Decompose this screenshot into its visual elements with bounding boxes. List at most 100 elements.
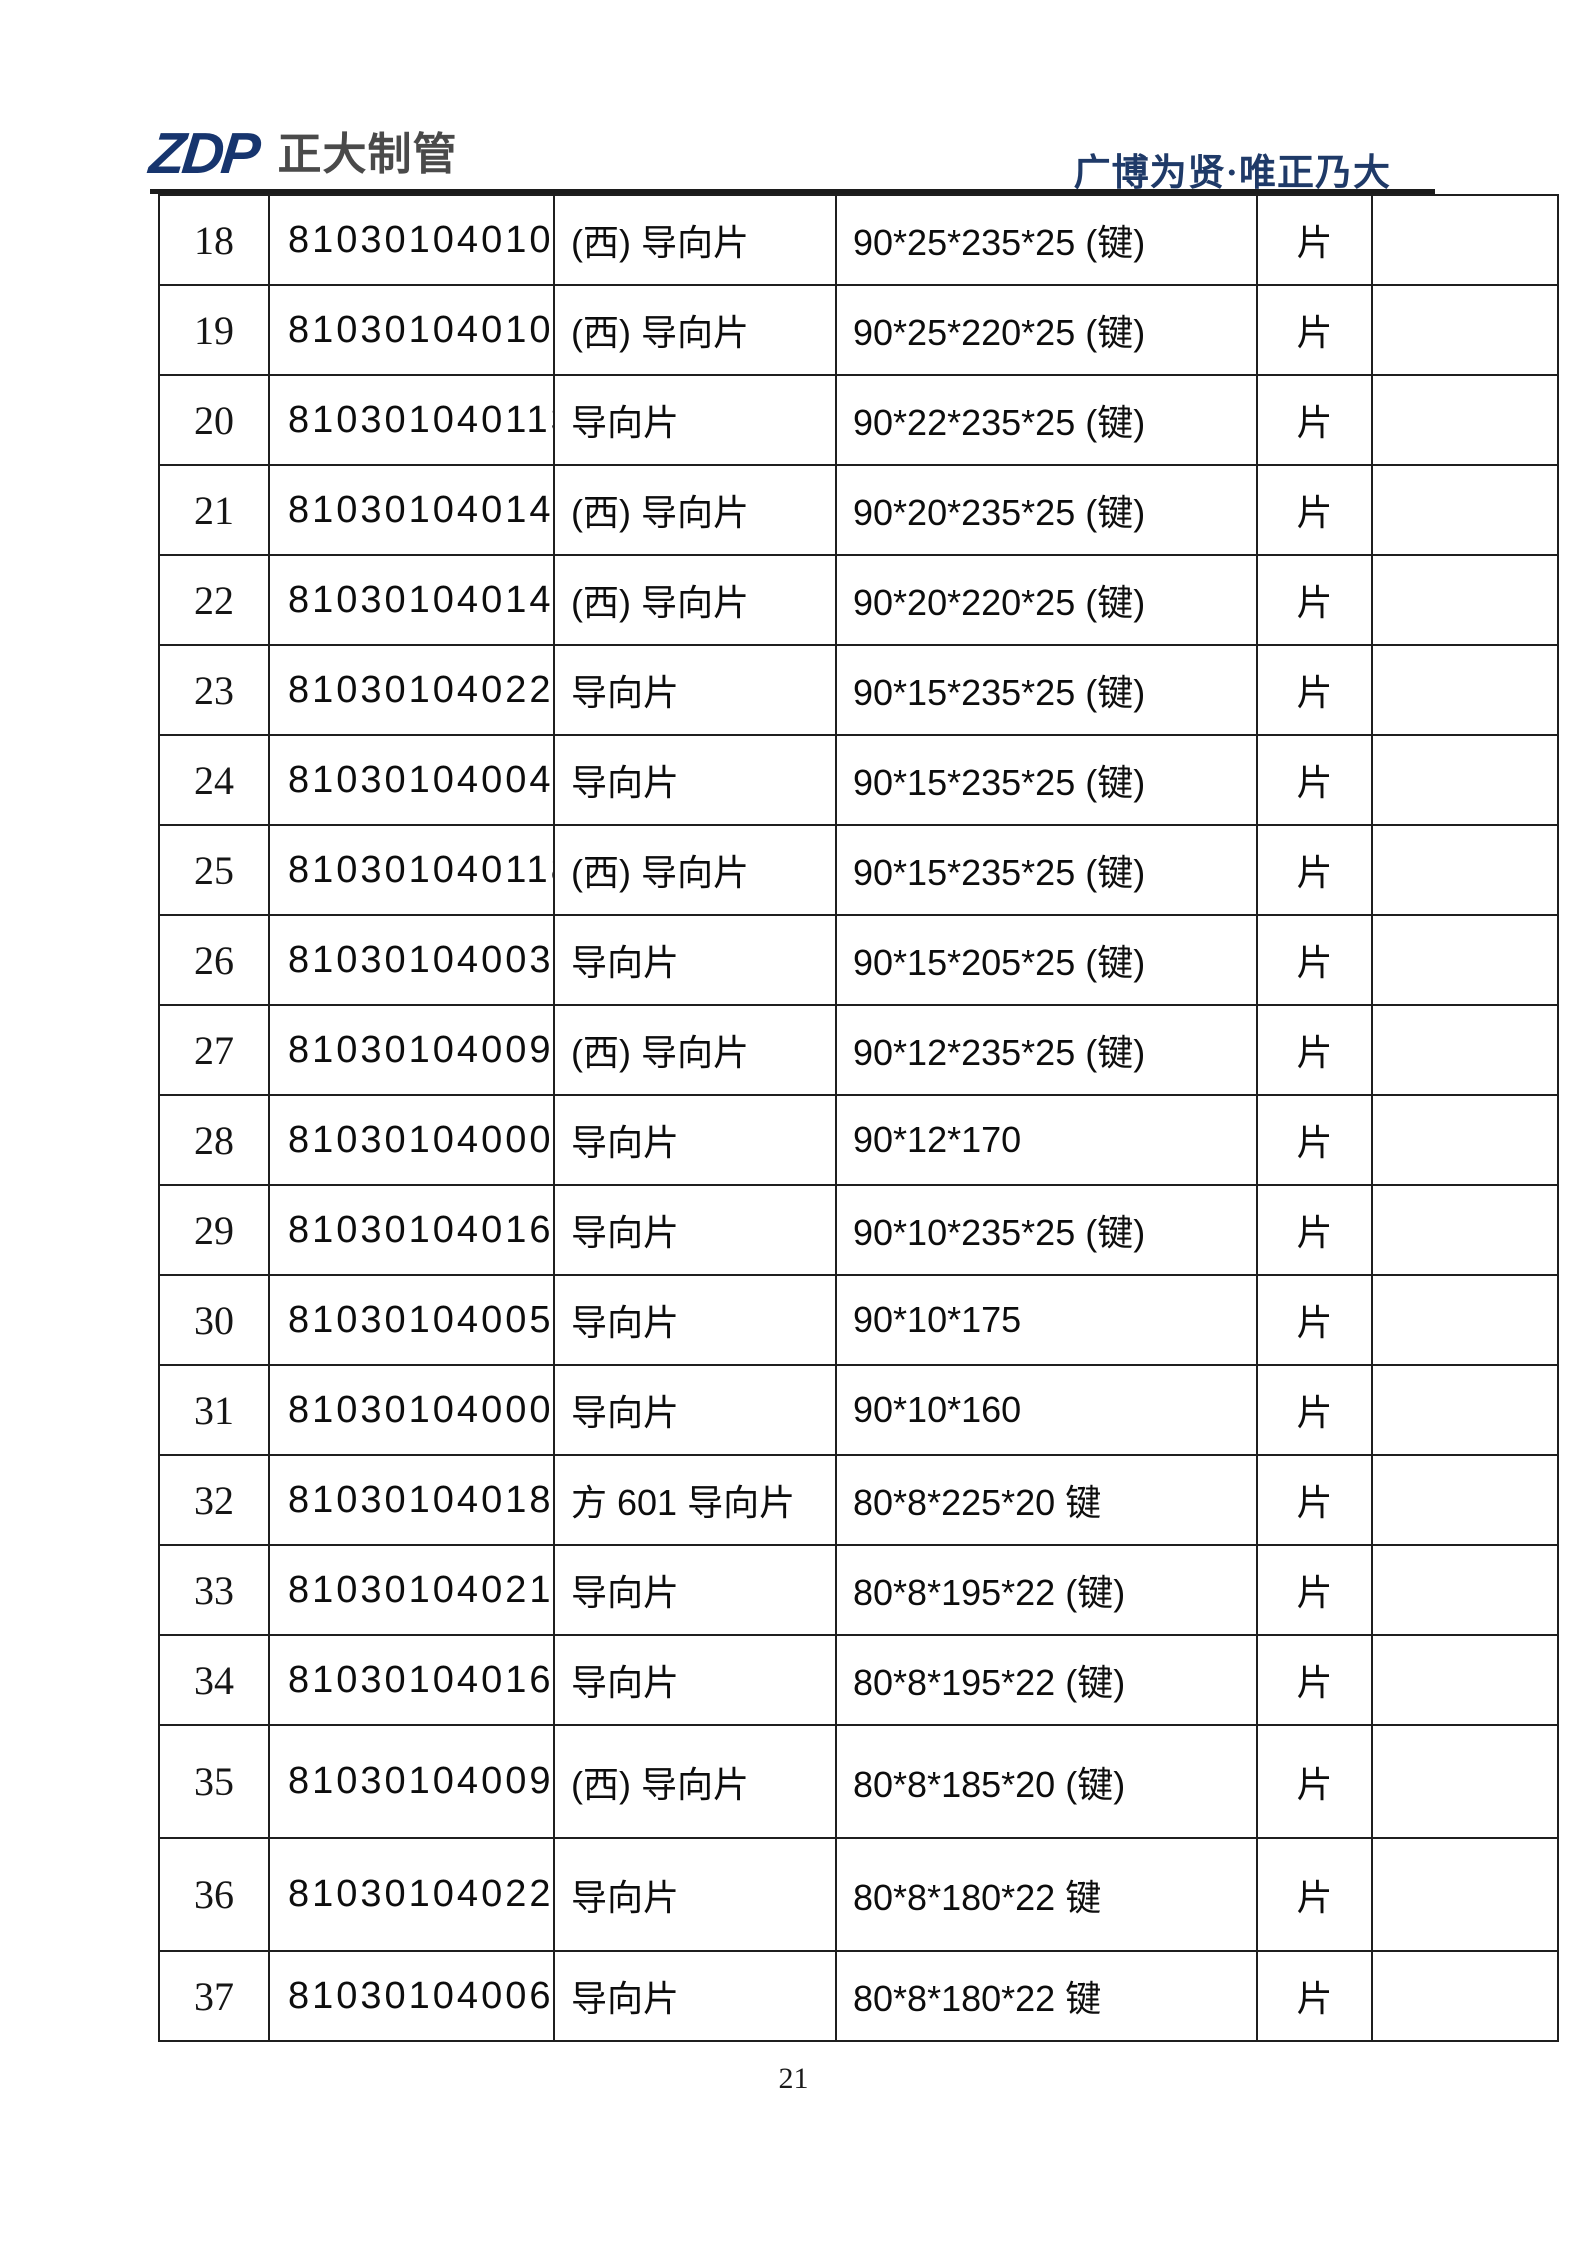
- part-remark-cell: [1371, 374, 1559, 466]
- part-name-cell: 导向片: [553, 374, 837, 466]
- part-code-cell: 810301040113: [268, 374, 555, 466]
- part-name-cell: (西) 导向片: [553, 464, 837, 556]
- company-slogan: 广博为贤·唯正乃大: [1073, 153, 1391, 194]
- part-remark-cell: [1371, 464, 1559, 556]
- part-name-cell: 导向片: [553, 1634, 837, 1726]
- part-name-cell: 方 601 导向片: [553, 1454, 837, 1546]
- table-row: 34 810301040168 导向片 80*8*195*22 (键) 片: [158, 1634, 1559, 1726]
- table-row: 31 810301040001 导向片 90*10*160 片: [158, 1364, 1559, 1456]
- part-name-cell: 导向片: [553, 1094, 837, 1186]
- part-name-cell: (西) 导向片: [553, 554, 837, 646]
- zdp-logo-icon: ZDP: [146, 121, 261, 186]
- part-code-cell: 810301040099: [268, 1004, 555, 1096]
- table-row: 35 810301040090 (西) 导向片 80*8*185*20 (键) 片: [158, 1724, 1559, 1839]
- part-unit-cell: 片: [1256, 644, 1373, 736]
- part-unit-cell: 片: [1256, 194, 1373, 286]
- part-code-cell: 810301040224: [268, 1837, 555, 1952]
- part-spec-cell: 80*8*225*20 键: [835, 1454, 1258, 1546]
- row-number-cell: 21: [158, 464, 270, 556]
- part-spec-cell: 90*20*235*25 (键): [835, 464, 1258, 556]
- row-number-cell: 18: [158, 194, 270, 286]
- table-row: 29 810301040162 导向片 90*10*235*25 (键) 片: [158, 1184, 1559, 1276]
- table-row: 23 810301040220 导向片 90*15*235*25 (键) 片: [158, 644, 1559, 736]
- part-remark-cell: [1371, 914, 1559, 1006]
- table-row: 33 810301040214 导向片 80*8*195*22 (键) 片: [158, 1544, 1559, 1636]
- part-spec-cell: 90*10*175: [835, 1274, 1258, 1366]
- header-divider: [150, 189, 1435, 194]
- part-code-cell: 810301040168: [268, 1634, 555, 1726]
- part-spec-cell: 90*15*235*25 (键): [835, 824, 1258, 916]
- part-name-cell: 导向片: [553, 1364, 837, 1456]
- part-remark-cell: [1371, 734, 1559, 826]
- part-remark-cell: [1371, 1634, 1559, 1726]
- part-remark-cell: [1371, 1950, 1559, 2042]
- part-name-cell: 导向片: [553, 1837, 837, 1952]
- part-spec-cell: 90*15*235*25 (键): [835, 644, 1258, 736]
- part-code-cell: 810301040220: [268, 644, 555, 736]
- table-row: 21 810301040145 (西) 导向片 90*20*235*25 (键) 片: [158, 464, 1559, 556]
- part-unit-cell: 片: [1256, 1837, 1373, 1952]
- part-unit-cell: 片: [1256, 734, 1373, 826]
- part-spec-cell: 90*25*220*25 (键): [835, 284, 1258, 376]
- part-remark-cell: [1371, 1454, 1559, 1546]
- part-code-cell: 810301040002: [268, 1094, 555, 1186]
- part-spec-cell: 90*10*235*25 (键): [835, 1184, 1258, 1276]
- part-spec-cell: 90*20*220*25 (键): [835, 554, 1258, 646]
- table-row: 28 810301040002 导向片 90*12*170 片: [158, 1094, 1559, 1186]
- row-number-cell: 24: [158, 734, 270, 826]
- part-code-cell: 810301040182: [268, 1454, 555, 1546]
- part-unit-cell: 片: [1256, 1454, 1373, 1546]
- table-row: 30 810301040052 导向片 90*10*175 片: [158, 1274, 1559, 1366]
- part-code-cell: 810301040145: [268, 464, 555, 556]
- part-unit-cell: 片: [1256, 284, 1373, 376]
- table-row: 32 810301040182 方 601 导向片 80*8*225*20 键片: [158, 1454, 1559, 1546]
- part-unit-cell: 片: [1256, 1274, 1373, 1366]
- table-row: 26 810301040039 导向片 90*15*205*25 (键) 片: [158, 914, 1559, 1006]
- table-row: 25 810301040118 (西) 导向片 90*15*235*25 (键) 片: [158, 824, 1559, 916]
- part-code-cell: 810301040048: [268, 734, 555, 826]
- row-number-cell: 30: [158, 1274, 270, 1366]
- part-unit-cell: 片: [1256, 1184, 1373, 1276]
- table-row: 20 810301040113 导向片 90*22*235*25 (键) 片: [158, 374, 1559, 466]
- row-number-cell: 36: [158, 1837, 270, 1952]
- part-code-cell: 810301040062: [268, 1950, 555, 2042]
- row-number-cell: 25: [158, 824, 270, 916]
- row-number-cell: 23: [158, 644, 270, 736]
- row-number-cell: 27: [158, 1004, 270, 1096]
- part-name-cell: 导向片: [553, 1544, 837, 1636]
- part-name-cell: 导向片: [553, 1184, 837, 1276]
- part-code-cell: 810301040109: [268, 194, 555, 286]
- row-number-cell: 31: [158, 1364, 270, 1456]
- part-unit-cell: 片: [1256, 464, 1373, 556]
- part-code-cell: 810301040052: [268, 1274, 555, 1366]
- table-row: 37 810301040062 导向片 80*8*180*22 键片: [158, 1950, 1559, 2042]
- part-name-cell: (西) 导向片: [553, 1724, 837, 1839]
- table-row: 22 810301040142 (西) 导向片 90*20*220*25 (键) 片: [158, 554, 1559, 646]
- part-name-cell: (西) 导向片: [553, 194, 837, 286]
- table-row: 18 810301040109 (西) 导向片 90*25*235*25 (键) 片: [158, 194, 1559, 286]
- company-name: 正大制管: [277, 130, 458, 179]
- part-remark-cell: [1371, 284, 1559, 376]
- part-name-cell: (西) 导向片: [553, 284, 837, 376]
- row-number-cell: 32: [158, 1454, 270, 1546]
- part-remark-cell: [1371, 1837, 1559, 1952]
- company-logo: ZDP 正大制管: [146, 121, 458, 186]
- part-unit-cell: 片: [1256, 914, 1373, 1006]
- part-remark-cell: [1371, 554, 1559, 646]
- table-row: 19 810301040102 (西) 导向片 90*25*220*25 (键) 片: [158, 284, 1559, 376]
- parts-table-body: 18 810301040109 (西) 导向片 90*25*235*25 (键) 片 19…: [158, 194, 1559, 2042]
- part-code-cell: 810301040118: [268, 824, 555, 916]
- part-code-cell: 810301040162: [268, 1184, 555, 1276]
- row-number-cell: 26: [158, 914, 270, 1006]
- row-number-cell: 28: [158, 1094, 270, 1186]
- part-unit-cell: 片: [1256, 824, 1373, 916]
- part-spec-cell: 90*15*235*25 (键): [835, 734, 1258, 826]
- part-remark-cell: [1371, 1274, 1559, 1366]
- part-remark-cell: [1371, 1544, 1559, 1636]
- row-number-cell: 35: [158, 1724, 270, 1839]
- part-remark-cell: [1371, 1724, 1559, 1839]
- part-code-cell: 810301040090: [268, 1724, 555, 1839]
- part-name-cell: 导向片: [553, 734, 837, 826]
- part-spec-cell: 90*12*235*25 (键): [835, 1004, 1258, 1096]
- part-code-cell: 810301040102: [268, 284, 555, 376]
